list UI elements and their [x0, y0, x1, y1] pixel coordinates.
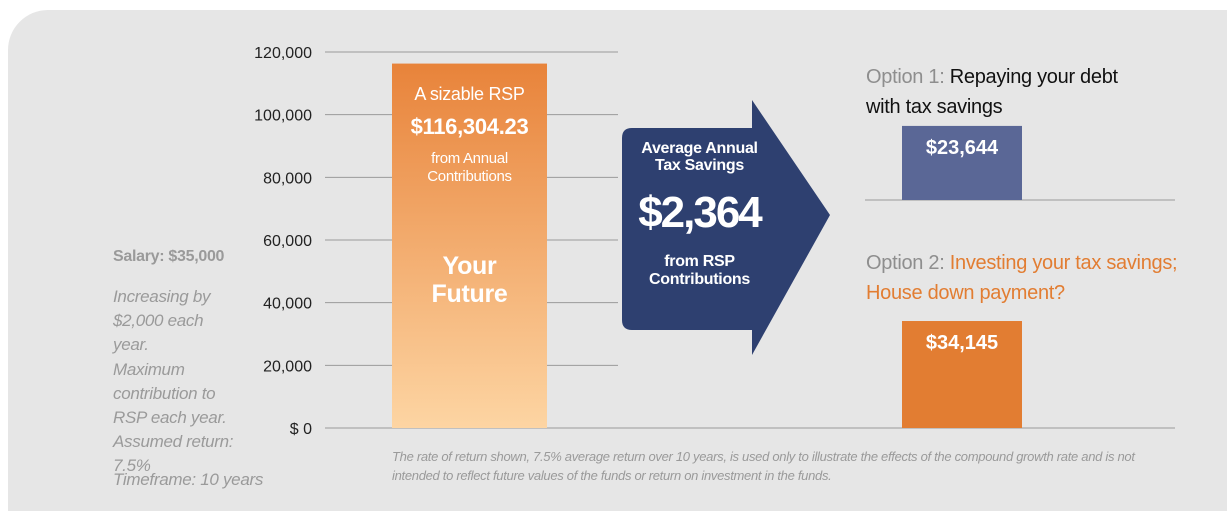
footnote: The rate of return shown, 7.5% average r… — [392, 449, 1135, 483]
arrow-savings: $2,364 — [638, 188, 763, 237]
note: Increasing by $2,000 each year. — [113, 287, 211, 354]
option-title: Investing your tax savings; House down p… — [866, 252, 1178, 304]
option-value-label: $34,145 — [926, 332, 998, 354]
y-tick-label: 20,000 — [263, 358, 312, 375]
option-prefix: Option 1: — [866, 66, 945, 88]
y-tick-label: 100,000 — [254, 108, 312, 125]
option-value-label: $23,644 — [926, 137, 999, 159]
arrow-subtitle: from RSP Contributions — [649, 253, 750, 288]
option-bar — [902, 321, 1022, 428]
bar-caption: Your Future — [431, 252, 508, 308]
y-tick-label: 60,000 — [263, 233, 312, 250]
y-tick-label: 120,000 — [254, 45, 312, 62]
bar-title: A sizable RSP — [414, 84, 525, 104]
arrow — [622, 100, 830, 355]
option-prefix: Option 2: — [866, 252, 945, 274]
option-title: Repaying your debt with tax savings — [866, 66, 1118, 118]
bar — [392, 63, 547, 428]
bar-value-label: $116,304.23 — [410, 114, 529, 139]
y-tick-label: 80,000 — [263, 170, 312, 187]
bar-subtitle: from Annual Contributions — [427, 150, 512, 185]
option-label: Option 1: Repaying your debt with tax sa… — [866, 62, 1126, 122]
y-tick-label: $ 0 — [290, 421, 312, 438]
y-tick-label: 40,000 — [263, 296, 312, 313]
arrow-title: Average Annual Tax Savings — [641, 140, 758, 174]
option-bar — [902, 125, 1022, 200]
note: Timeframe: 10 years — [113, 470, 264, 489]
note: Assumed return: 7.5% — [113, 432, 234, 475]
note: Maximum contribution to RSP each year. — [113, 360, 227, 427]
option-label: Option 2: Investing your tax savings; Ho… — [866, 248, 1226, 308]
salary: Salary: $35,000 — [113, 248, 225, 265]
